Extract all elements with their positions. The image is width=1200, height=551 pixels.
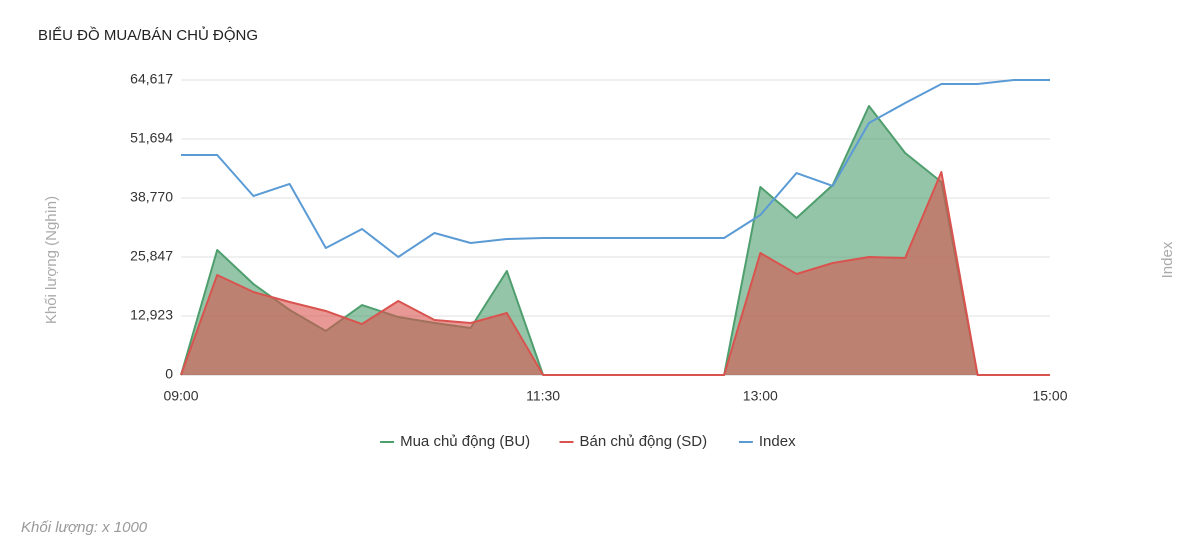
y-axis-label: Khối lượng (Nghìn) [43, 196, 60, 324]
y-tick-label: 64,617 [130, 71, 173, 87]
footnote: Khối lượng: x 1000 [21, 519, 148, 536]
x-tick-label: 11:30 [526, 388, 560, 404]
y-tick-label: 0 [165, 366, 173, 382]
y-tick-label: 51,694 [130, 130, 173, 146]
legend-label: Mua chủ động (BU) [400, 433, 530, 450]
y-tick-label: 12,923 [130, 307, 173, 323]
x-tick-label: 13:00 [743, 388, 778, 404]
line [181, 79, 1050, 258]
area [181, 172, 1050, 375]
y-tick-label: 25,847 [130, 248, 173, 264]
line [180, 171, 1050, 376]
x-tick-label: 15:00 [1032, 388, 1067, 404]
legend-label: Index [759, 433, 796, 450]
legend-label: Bán chủ động (SD) [580, 433, 708, 450]
y2-axis-label: Index [1159, 241, 1176, 278]
y-tick-label: 38,770 [130, 189, 173, 205]
x-tick-label: 09:00 [163, 388, 198, 404]
chart-title: BIỂU ĐỒ MUA/BÁN CHỦ ĐỘNG [38, 26, 258, 44]
